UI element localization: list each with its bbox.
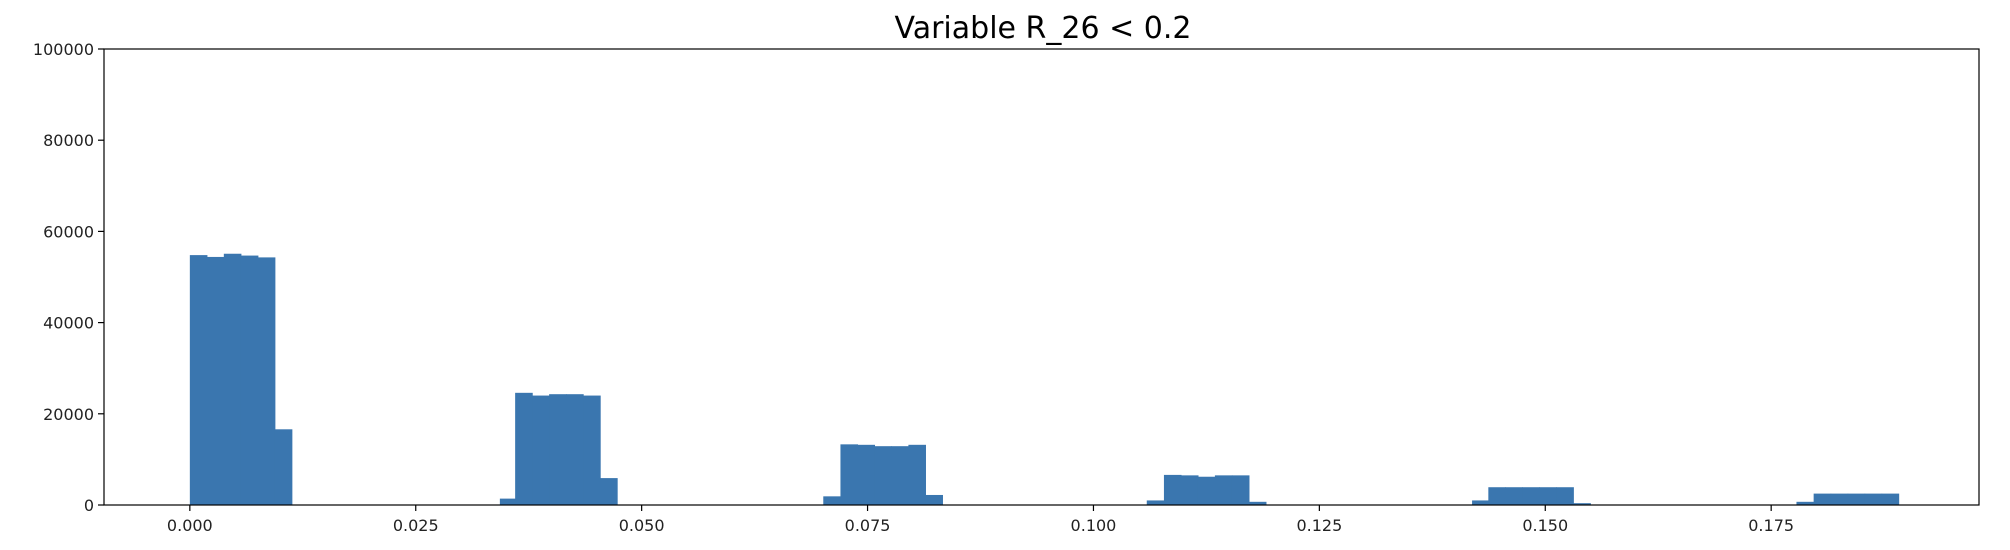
histogram-bar [223,253,242,505]
histogram-bar [549,394,567,505]
x-tick-label: 0.000 [167,516,213,535]
histogram-bar [823,496,841,505]
histogram-bar [1146,500,1165,505]
histogram-bar [874,446,893,505]
histogram-bar [1505,487,1523,505]
histogram-bar [257,257,276,505]
histogram-bar [240,255,259,505]
y-tick-label: 20000 [43,405,94,424]
histogram-bar [583,395,601,505]
histogram-bar [1539,487,1557,505]
x-tick-label: 0.050 [619,516,665,535]
x-tick-label: 0.100 [1071,516,1117,535]
histogram-bar [857,444,876,505]
histogram-bar [908,444,926,505]
histogram-bar [515,392,533,505]
x-tick-label: 0.125 [1296,516,1342,535]
y-tick-label: 60000 [43,222,94,241]
histogram-bar [1573,503,1591,505]
x-tick-label: 0.075 [845,516,891,535]
y-axis-ticks: 0 20000 40000 60000 80000 100000 [33,40,104,515]
histogram-bar [1163,474,1182,505]
histogram-bar [1214,475,1233,505]
plot-frame [103,48,1980,506]
y-tick-label: 80000 [43,131,94,150]
histogram-bar [925,494,943,505]
histogram-bar [891,446,909,505]
bars-group [189,253,1900,505]
histogram-bar [566,394,584,505]
histogram-bar [1813,493,1832,505]
histogram-bar [206,256,225,505]
histogram-bar [840,444,859,505]
histogram-bar [1180,475,1199,505]
x-tick-label: 0.025 [393,516,439,535]
y-tick-label: 100000 [33,40,94,59]
histogram-bar [1522,487,1540,505]
histogram-bar [1248,501,1267,505]
histogram-bar [532,395,550,505]
x-tick-label: 0.175 [1748,516,1794,535]
histogram-bar [600,478,618,505]
histogram-bar [1796,501,1815,505]
histogram-bar [1231,475,1250,505]
histogram-bar [1881,493,1900,505]
histogram-bar [1488,487,1506,505]
y-tick-label: 40000 [43,314,94,333]
histogram-bar [189,255,208,505]
histogram-bar [1847,493,1866,505]
histogram-bar [499,498,518,505]
histogram-bar [1556,487,1574,505]
x-axis-ticks: 0.000 0.025 0.050 0.075 0.100 0.125 0.150 0.175 [167,505,1794,535]
y-tick-label: 0 [84,496,94,515]
histogram-bar [274,429,293,505]
chart-title: Variable R_26 < 0.2 [895,11,1192,46]
histogram-bar [1197,476,1216,505]
histogram-bar [1830,493,1849,505]
histogram-bar [1472,500,1490,505]
x-tick-label: 0.150 [1522,516,1568,535]
histogram-bar [1864,493,1883,505]
